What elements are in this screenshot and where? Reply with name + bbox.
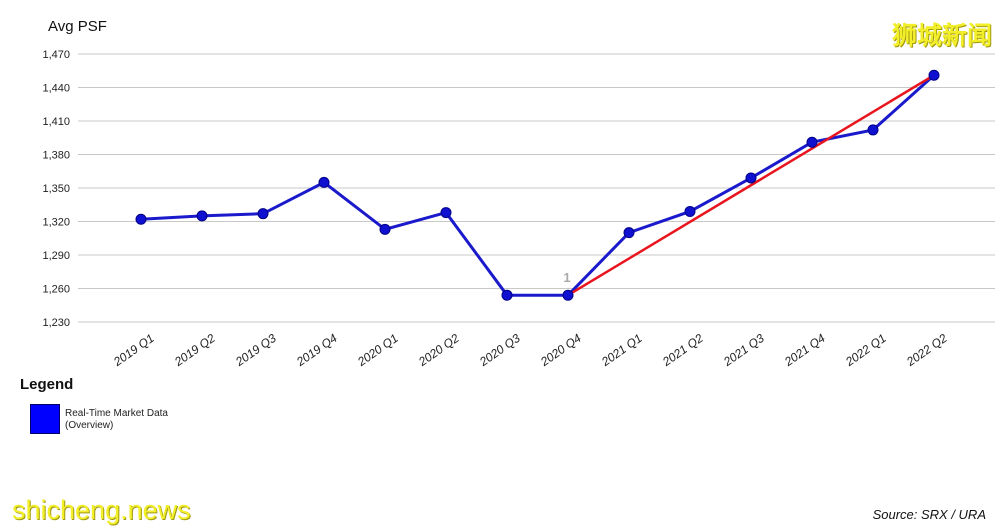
line-chart: 1,230 1,260 1,290 1,320 1,350 1,380 1,410 1,440… (42, 49, 995, 370)
source-note: Source: SRX / URA (872, 507, 986, 522)
y-axis-label: Avg PSF (48, 18, 107, 35)
data-point (745, 172, 757, 184)
annotation-label: 1 (563, 270, 570, 285)
y-tick-label: 1,290 (42, 250, 70, 262)
x-tick-label: 2019 Q3 (232, 331, 279, 370)
y-tick-label: 1,410 (42, 116, 70, 128)
data-point (440, 207, 452, 219)
watermark-zh: 狮城新闻 (891, 22, 992, 50)
legend-label: Real-Time Market Data (Overview) (65, 408, 168, 431)
x-tick-label: 2020 Q2 (415, 331, 462, 370)
x-tick-label: 2021 Q4 (781, 331, 828, 370)
series-line (140, 74, 936, 297)
data-point (928, 69, 940, 81)
x-tick-label: 2020 Q1 (354, 331, 401, 369)
y-tick-label: 1,440 (42, 83, 70, 95)
data-point (318, 176, 330, 188)
watermark-en: shicheng.news (12, 495, 191, 525)
x-tick-label: 2021 Q1 (598, 331, 645, 369)
trend-line (567, 74, 935, 297)
x-tick-label: 2019 Q4 (293, 331, 340, 370)
x-tick-label: 2019 Q2 (171, 331, 218, 370)
x-tick-label: 2020 Q3 (476, 331, 523, 370)
x-tick-label: 2019 Q1 (110, 331, 157, 369)
x-tick-label: 2021 Q3 (720, 331, 767, 370)
y-tick-label: 1,470 (42, 49, 70, 61)
data-point (196, 210, 208, 222)
legend-item: Real-Time Market Data (Overview) (30, 404, 195, 434)
data-point (684, 205, 696, 217)
y-tick-label: 1,380 (42, 150, 70, 162)
x-tick-label: 2022 Q1 (842, 331, 889, 369)
legend-swatch (30, 404, 60, 434)
data-point (257, 208, 269, 220)
legend-title: Legend (20, 376, 74, 393)
y-tick-label: 1,230 (42, 317, 70, 329)
data-point (806, 136, 818, 148)
y-tick-label: 1,350 (42, 183, 70, 195)
y-tick-label: 1,260 (42, 284, 70, 296)
data-point (135, 213, 147, 225)
x-tick-label: 2020 Q4 (537, 331, 584, 370)
y-tick-label: 1,320 (42, 217, 70, 229)
data-point (379, 223, 391, 235)
data-point (867, 124, 879, 136)
data-point (501, 289, 513, 301)
x-tick-label: 2021 Q2 (659, 331, 706, 370)
data-point (562, 289, 574, 301)
x-tick-label: 2022 Q2 (903, 331, 950, 370)
data-point (623, 227, 635, 239)
